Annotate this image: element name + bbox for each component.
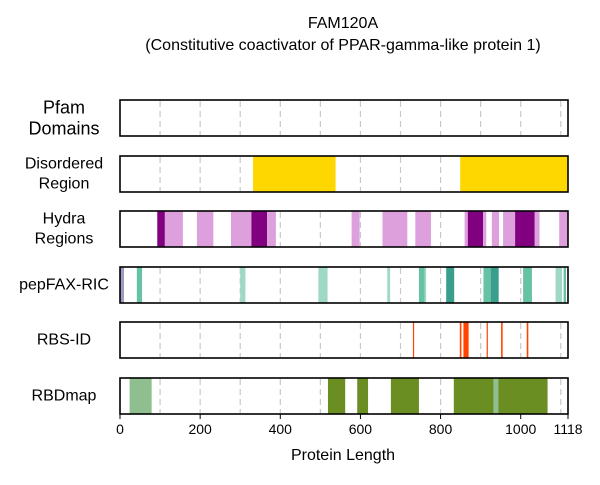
track-segment (157, 211, 165, 247)
track-segment (486, 322, 488, 358)
x-axis: 0 200 400 600 800 1000 1118 (116, 414, 583, 437)
track-segment (351, 211, 360, 247)
track-segment (498, 378, 548, 414)
track-segment (534, 211, 540, 247)
track-segment (501, 322, 503, 358)
x-tick-label: 200 (188, 421, 212, 437)
track-segment (491, 211, 500, 247)
track-segment (382, 211, 408, 247)
track-4: RBS-ID (37, 321, 569, 359)
track-segment (196, 211, 214, 247)
track-3: pepFAX-RIC (19, 266, 569, 304)
track-segment (483, 267, 491, 303)
track-label-line: Hydra (43, 211, 86, 228)
chart-title-line-1: FAM120A (308, 15, 379, 32)
track-label-line: Regions (35, 231, 94, 248)
track-segment (463, 322, 469, 358)
track-segment (357, 378, 369, 414)
track-label-line: Disordered (25, 156, 103, 173)
track-segment (459, 322, 462, 358)
x-tick-label: 0 (116, 421, 124, 437)
track-segment (164, 211, 183, 247)
track-segment (483, 211, 487, 247)
track-segment (129, 378, 152, 414)
track-label-line: RBS-ID (37, 332, 91, 349)
x-tick-label: 800 (429, 421, 453, 437)
track-segment (453, 378, 494, 414)
track-segment (515, 211, 535, 247)
track-segment (490, 267, 499, 303)
x-tick-label: 1118 (553, 421, 582, 437)
track-label-line: Pfam (43, 98, 85, 118)
track-frame (119, 266, 569, 304)
track-frame (119, 210, 569, 248)
track-segment (327, 378, 346, 414)
track-segment (559, 211, 568, 247)
track-segment (563, 267, 566, 303)
track-segment (418, 267, 425, 303)
track-segment (251, 211, 268, 247)
track-frame (119, 155, 569, 193)
chart-title-line-2: (Constitutive coactivator of PPAR-gamma-… (145, 37, 540, 54)
track-frame (119, 321, 569, 359)
track-label-line: pepFAX-RIC (19, 277, 109, 294)
track-segment (464, 211, 468, 247)
x-axis-title: Protein Length (291, 447, 395, 464)
track-segment (523, 267, 532, 303)
track-segment (387, 267, 391, 303)
track-segment (526, 322, 529, 358)
x-tick-label: 600 (349, 421, 373, 437)
track-segment (412, 322, 415, 358)
track-1: Disordered Region (25, 155, 569, 193)
track-5: RBDmap (32, 377, 569, 415)
track-2: Hydra Regions (35, 210, 569, 248)
track-segment (555, 267, 562, 303)
x-tick-label: 1000 (505, 421, 536, 437)
track-segment (415, 211, 431, 247)
track-frame (119, 377, 569, 415)
track-label-line: RBDmap (32, 388, 97, 405)
track-segment (390, 378, 419, 414)
track-segment (240, 267, 246, 303)
track-segment (267, 211, 276, 247)
track-segment (120, 267, 125, 303)
track-label-line: Domains (28, 119, 99, 139)
track-segment (467, 211, 484, 247)
x-tick-label: 400 (269, 421, 293, 437)
track-segment (460, 156, 568, 192)
track-segment (230, 211, 252, 247)
track-frame (119, 99, 569, 137)
track-segment (424, 267, 427, 303)
track-segment (503, 211, 516, 247)
track-segment (318, 267, 328, 303)
track-label-line: Region (39, 176, 90, 193)
track-segment (253, 156, 336, 192)
track-segment (493, 378, 499, 414)
track-segment (136, 267, 143, 303)
track-segment (446, 267, 455, 303)
